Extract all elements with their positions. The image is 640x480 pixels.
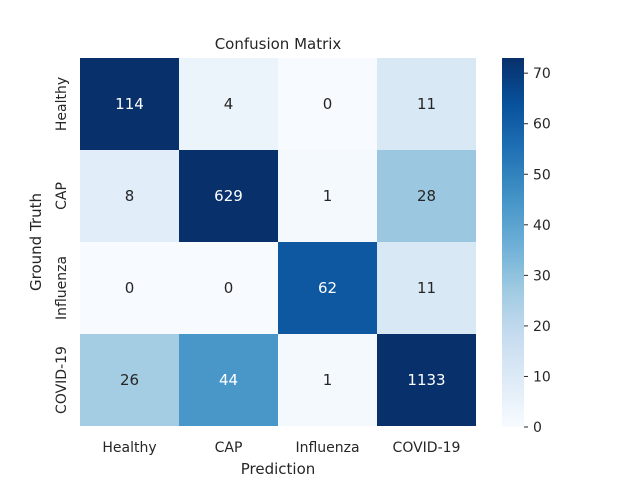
heatmap-cell — [377, 150, 476, 242]
cell-value-label: 114 — [115, 95, 144, 113]
y-tick-label: Healthy — [54, 77, 70, 131]
chart-title: Confusion Matrix — [215, 35, 342, 53]
heatmap-cell — [377, 334, 476, 426]
colorbar-ticks: 0 10 20 30 40 50 60 70 — [524, 66, 551, 436]
colorbar-tick-label: 50 — [533, 167, 551, 183]
heatmap-cell — [278, 334, 377, 426]
heatmap-cell — [179, 150, 278, 242]
x-axis-ticks: Healthy CAP Influenza COVID-19 — [102, 440, 460, 456]
cell-value-label: 26 — [120, 371, 139, 389]
colorbar-tick-label: 30 — [533, 268, 551, 284]
cell-value-label: 1 — [323, 187, 333, 205]
cell-value-label: 1133 — [407, 371, 445, 389]
colorbar — [502, 58, 524, 427]
cell-value-label: 11 — [417, 95, 436, 113]
heatmap-cell — [80, 242, 179, 334]
cell-value-label: 1 — [323, 371, 333, 389]
heatmap-grid: 114 4 0 11 8 629 1 28 0 0 62 11 26 44 1 1133 — [80, 58, 476, 426]
x-tick-label: CAP — [215, 440, 243, 456]
y-axis-label: Ground Truth — [27, 193, 45, 291]
colorbar-tick-label: 70 — [533, 66, 551, 82]
colorbar-tick-label: 10 — [533, 369, 551, 385]
cell-value-label: 0 — [224, 279, 234, 297]
heatmap-cell — [278, 150, 377, 242]
y-tick-label: Influenza — [54, 256, 70, 320]
heatmap-cell — [278, 242, 377, 334]
heatmap-cell — [377, 58, 476, 150]
y-tick-label: CAP — [54, 182, 70, 210]
colorbar-tick-label: 0 — [533, 420, 542, 436]
cell-value-label: 62 — [318, 279, 337, 297]
x-tick-label: Influenza — [295, 440, 359, 456]
heatmap-cell — [80, 58, 179, 150]
cell-value-label: 4 — [224, 95, 234, 113]
x-tick-label: Healthy — [102, 440, 156, 456]
cell-value-label: 0 — [323, 95, 333, 113]
colorbar-tick-label: 20 — [533, 319, 551, 335]
heatmap-cell — [80, 150, 179, 242]
cell-value-label: 11 — [417, 279, 436, 297]
heatmap-cell — [179, 242, 278, 334]
cell-value-label: 8 — [125, 187, 135, 205]
cell-value-label: 629 — [214, 187, 243, 205]
y-axis-ticks: Healthy CAP Influenza COVID-19 — [54, 77, 70, 414]
heatmap-cell — [179, 58, 278, 150]
x-axis-label: Prediction — [241, 460, 316, 478]
heatmap-cell — [278, 58, 377, 150]
cell-value-label: 28 — [417, 187, 436, 205]
colorbar-tick-label: 60 — [533, 117, 551, 133]
y-tick-label: COVID-19 — [54, 346, 70, 414]
cell-value-label: 44 — [219, 371, 238, 389]
cell-value-label: 0 — [125, 279, 135, 297]
x-tick-label: COVID-19 — [393, 440, 461, 456]
heatmap-cell — [80, 334, 179, 426]
colorbar-tick-label: 40 — [533, 218, 551, 234]
heatmap-cell — [179, 334, 278, 426]
heatmap-cell — [377, 242, 476, 334]
